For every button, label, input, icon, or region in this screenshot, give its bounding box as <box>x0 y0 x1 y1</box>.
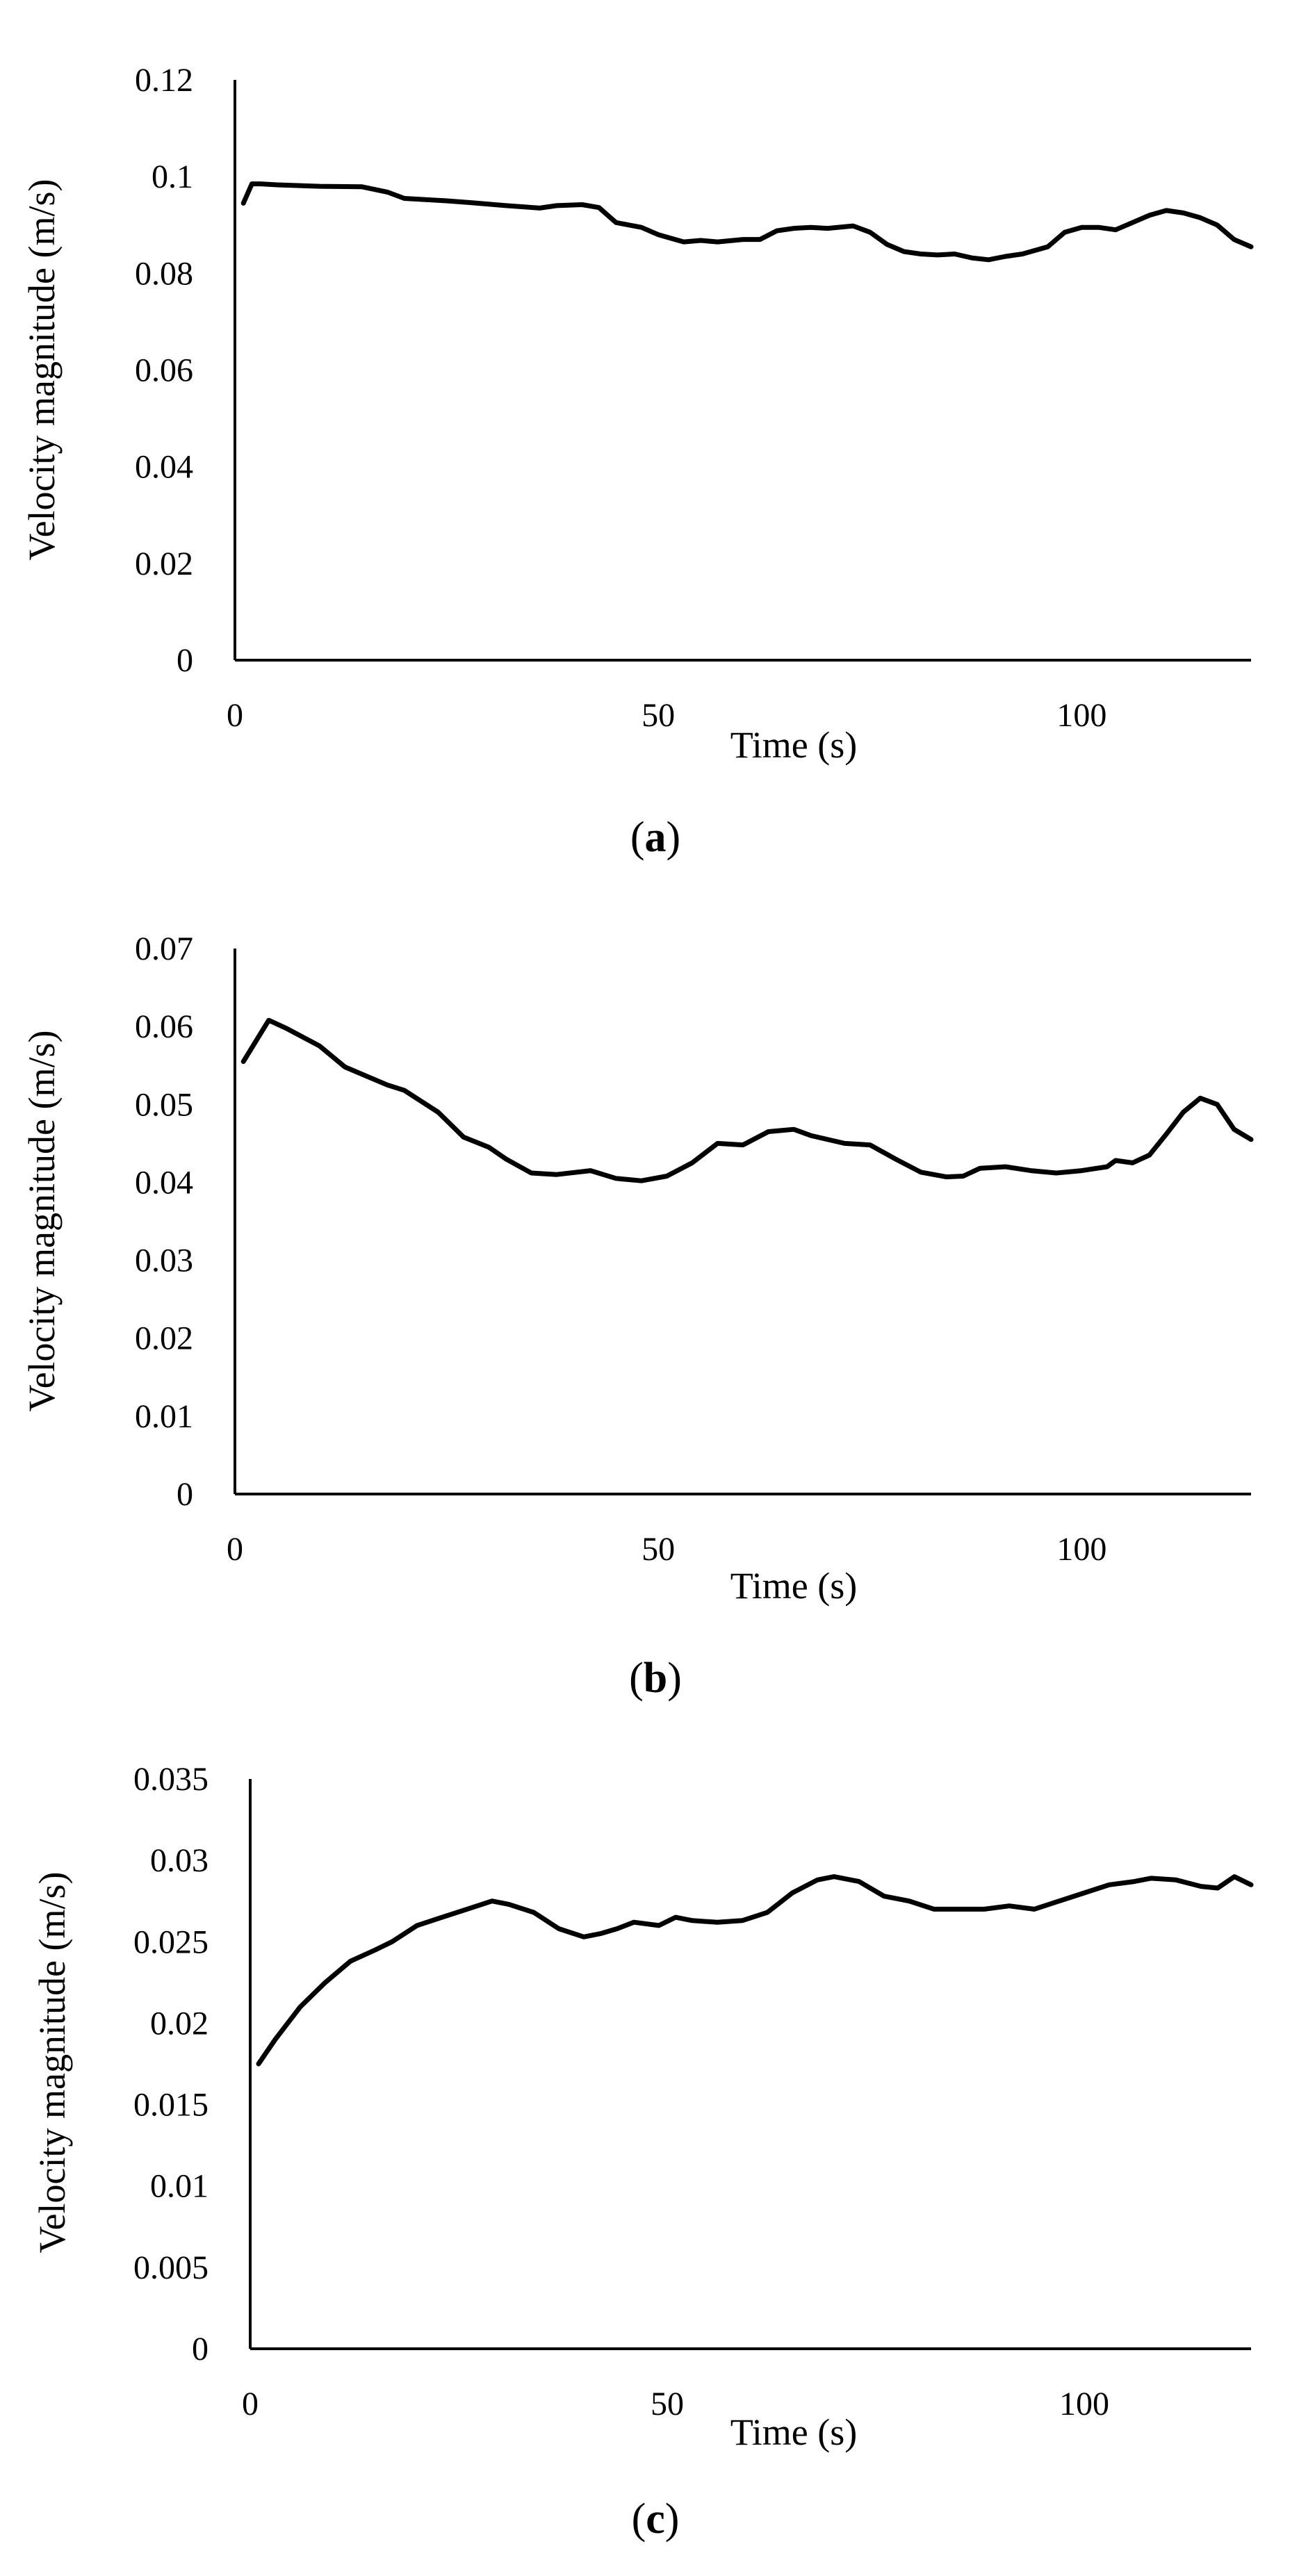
series-line <box>256 1874 1254 2067</box>
y-tick-label: 0.06 <box>135 352 193 389</box>
y-tick-label: 0.01 <box>135 1398 193 1435</box>
x-axis-label: Time (s) <box>730 1565 858 1607</box>
panel-caption: (b) <box>629 1655 682 1702</box>
panel-letter: b <box>644 1655 667 1702</box>
y-tick-label: 0.05 <box>135 1086 193 1123</box>
y-tick-label: 0.015 <box>133 2087 209 2124</box>
x-axis-label: Time (s) <box>730 724 858 766</box>
chart-c: 0 0.005 0.01 0.015 0.02 0.025 0.03 0.035 0 50 100 V… <box>31 1761 1254 2543</box>
y-tick-label: 0.025 <box>133 1923 209 1960</box>
y-tick-label: 0 <box>177 642 193 679</box>
y-tick-label: 0.035 <box>133 1761 209 1798</box>
x-tick-label: 50 <box>642 697 675 734</box>
panel-letter: a <box>645 814 667 861</box>
y-tick-label: 0 <box>177 1476 193 1513</box>
y-tick-label: 0.12 <box>135 62 193 99</box>
y-tick-label: 0.02 <box>135 1320 193 1357</box>
panel-caption: (a) <box>630 814 680 861</box>
y-tick-label: 0.07 <box>135 930 193 967</box>
panel-caption: (c) <box>632 2495 680 2543</box>
chart-b: 0 0.01 0.02 0.03 0.04 0.05 0.06 0.07 0 50 100 Veloc… <box>21 930 1254 1702</box>
y-axis-label: Velocity magnitude (m/s) <box>31 1872 73 2254</box>
y-tick-label: 0.02 <box>135 545 193 582</box>
series-line <box>240 1017 1254 1183</box>
y-tick-label: 0.005 <box>133 2249 209 2286</box>
y-tick-label: 0.04 <box>135 449 193 486</box>
x-tick-label: 0 <box>242 2386 259 2422</box>
y-tick-label: 0.02 <box>150 2005 209 2042</box>
x-tick-label: 0 <box>227 1531 243 1568</box>
x-tick-label: 100 <box>1056 1531 1106 1568</box>
y-tick-label: 0.08 <box>135 255 193 292</box>
y-tick-label: 0.1 <box>152 158 193 195</box>
y-tick-label: 0.04 <box>135 1164 193 1201</box>
y-tick-label: 0.03 <box>135 1242 193 1279</box>
chart-a: 0 0.02 0.04 0.06 0.08 0.1 0.12 0 50 100 Velocity m… <box>21 62 1254 861</box>
x-axis-label: Time (s) <box>730 2411 858 2453</box>
x-tick-label: 100 <box>1056 697 1106 734</box>
y-axis-label: Velocity magnitude (m/s) <box>21 1031 63 1412</box>
y-axis-label: Velocity magnitude (m/s) <box>21 179 63 561</box>
x-tick-label: 100 <box>1059 2386 1109 2422</box>
y-tick-label: 0.03 <box>150 1842 209 1879</box>
y-tick-label: 0 <box>192 2331 209 2368</box>
x-tick-label: 50 <box>651 2386 684 2422</box>
series-line <box>240 181 1254 263</box>
x-tick-label: 0 <box>227 697 243 734</box>
y-tick-label: 0.06 <box>135 1008 193 1045</box>
y-tick-label: 0.01 <box>150 2168 209 2205</box>
x-tick-label: 50 <box>642 1531 675 1568</box>
panel-letter: c <box>646 2495 665 2543</box>
